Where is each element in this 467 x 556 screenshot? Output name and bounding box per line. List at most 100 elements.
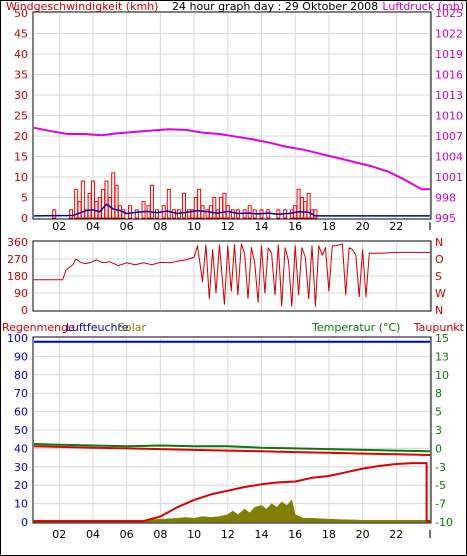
- y2-tick-label: 1007: [435, 130, 463, 143]
- y-tick-label: 20: [14, 130, 28, 143]
- data-marks: [33, 126, 431, 523]
- y2-tick-label: -10: [435, 516, 453, 529]
- y-tick-label: 360: [7, 236, 28, 249]
- pressure-label: Luftdruck (mb): [382, 0, 464, 13]
- dewpoint-label: Taupunkt: [413, 321, 465, 334]
- y-tick-label: 40: [14, 442, 28, 455]
- wind-bar: [149, 184, 154, 219]
- y-tick-label: 180: [7, 270, 28, 283]
- wind-bar: [80, 180, 85, 219]
- wind-bar: [114, 184, 119, 219]
- wind-bar: [197, 188, 202, 219]
- y-tick-label: 15: [14, 151, 28, 164]
- y-tick-label: 20: [14, 479, 28, 492]
- y-tick-label: 30: [14, 89, 28, 102]
- y-tick-label: 0: [21, 304, 28, 317]
- x-tick-label: 22: [389, 220, 403, 233]
- y2-tick-label: 1013: [435, 89, 463, 102]
- y2-tick-label: -7: [435, 498, 446, 511]
- y2-tick-label: N: [435, 304, 443, 317]
- wind-bar: [52, 209, 57, 219]
- wind-bar: [247, 205, 252, 219]
- y2-tick-label: 1016: [435, 69, 463, 82]
- y2-tick-label: 10: [435, 369, 449, 382]
- solar-area: [33, 499, 431, 523]
- x-tick-label: 18: [322, 220, 336, 233]
- y-tick-label: 35: [14, 69, 28, 82]
- wind-bar: [171, 209, 176, 219]
- y2-tick-label: -3: [435, 461, 446, 474]
- x-tick-label: 06: [120, 528, 134, 541]
- y2-tick-label: S: [435, 270, 442, 283]
- y2-tick-label: 8: [435, 387, 442, 400]
- y2-tick-label: 15: [435, 332, 449, 345]
- y-tick-label: 10: [14, 171, 28, 184]
- y2-tick-label: W: [435, 287, 446, 300]
- rain-line: [34, 462, 430, 523]
- wind-bar: [166, 188, 171, 219]
- x-tick-label: 16: [288, 528, 302, 541]
- wind-speed-label: Windgeschwindigkeit (kmh): [6, 0, 158, 13]
- wind-bar: [128, 205, 133, 219]
- x-tick-label: 08: [153, 528, 167, 541]
- wind-bar: [230, 209, 235, 219]
- y2-tick-label: 995: [435, 212, 456, 225]
- solar-label: Solar: [118, 321, 147, 334]
- y2-tick-label: -5: [435, 479, 446, 492]
- x-tick-label: 12: [221, 528, 235, 541]
- x-tick-label: 16: [288, 220, 302, 233]
- x-tick-label: 20: [356, 220, 370, 233]
- x-tick-label: 22: [389, 528, 403, 541]
- x-tick-label: 10: [187, 220, 201, 233]
- pressure-line: [33, 126, 430, 191]
- humidity-label: Luftfeuchte: [66, 321, 129, 334]
- y-tick-label: 70: [14, 387, 28, 400]
- y2-tick-label: 1001: [435, 171, 463, 184]
- wind-bar: [141, 201, 146, 219]
- tick-labels: 0202040406060808101012121414161618182020…: [7, 7, 463, 541]
- wind-bar: [69, 209, 74, 219]
- y-tick-label: 0: [21, 516, 28, 529]
- dewpoint-line: [33, 445, 431, 456]
- x-tick-label: I: [428, 220, 431, 233]
- x-tick-label: 14: [254, 220, 268, 233]
- temperature-line: [33, 443, 431, 453]
- wind-bar: [121, 209, 126, 219]
- direction-line: [34, 243, 430, 307]
- x-tick-label: 18: [322, 528, 336, 541]
- x-tick-label: 14: [254, 528, 268, 541]
- wind-bar: [313, 209, 318, 219]
- wind-bar: [212, 197, 217, 219]
- y-tick-label: 80: [14, 369, 28, 382]
- y2-tick-label: 13: [435, 350, 449, 363]
- y-tick-label: 40: [14, 48, 28, 61]
- y-tick-label: 90: [14, 350, 28, 363]
- x-tick-label: 04: [86, 528, 100, 541]
- y-tick-label: 45: [14, 28, 28, 41]
- x-tick-label: 12: [221, 220, 235, 233]
- y-tick-label: 50: [14, 7, 28, 20]
- y2-tick-label: 1019: [435, 48, 463, 61]
- y-tick-label: 25: [14, 110, 28, 123]
- y2-tick-label: 0: [435, 442, 442, 455]
- y2-tick-label: 1025: [435, 7, 463, 20]
- wind-bar: [155, 209, 160, 219]
- temperature-label: Temperatur (°C): [311, 321, 400, 334]
- x-tick-label: 02: [52, 220, 66, 233]
- x-tick-label: 04: [86, 220, 100, 233]
- y-tick-label: 90: [14, 287, 28, 300]
- y2-tick-label: O: [435, 253, 444, 266]
- x-tick-label: I: [428, 528, 431, 541]
- rain-label: Regenmenge: [2, 321, 75, 334]
- y-tick-label: 30: [14, 461, 28, 474]
- chart-subtitle: 24 hour graph day : 29 Oktober 2008: [172, 0, 378, 13]
- wind-bar: [306, 192, 311, 219]
- y2-tick-label: 1010: [435, 110, 463, 123]
- x-tick-label: 20: [356, 528, 370, 541]
- y2-tick-label: 1004: [435, 151, 463, 164]
- y2-tick-label: 998: [435, 192, 456, 205]
- y-tick-label: 5: [21, 192, 28, 205]
- y-tick-label: 10: [14, 498, 28, 511]
